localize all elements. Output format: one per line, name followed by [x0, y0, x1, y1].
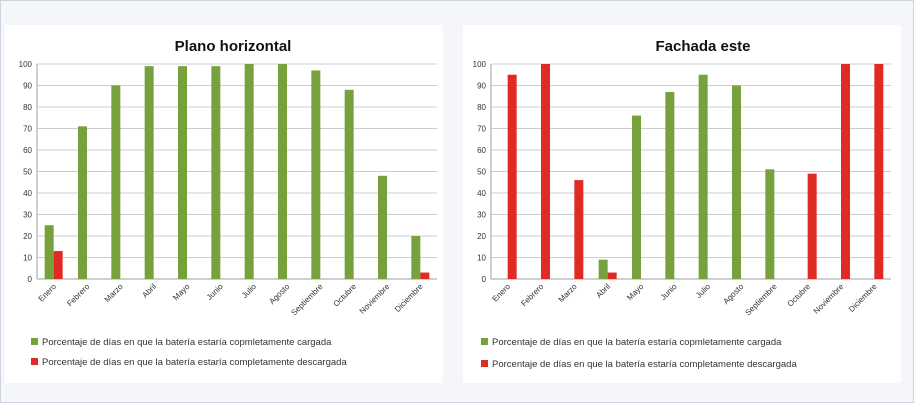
x-tick-label: Enero	[491, 282, 513, 304]
y-tick-label: 30	[23, 211, 32, 220]
y-tick-label: 0	[482, 275, 487, 284]
x-tick-label: Noviembre	[358, 282, 392, 316]
bar-cargada-febrero	[78, 126, 87, 279]
x-tick-label: Agosto	[721, 282, 745, 306]
chart-panel-plano-horizontal: Plano horizontal 0 10 20 30 40 50 60 70 80 90 100 En…	[5, 25, 443, 383]
y-tick-label: 50	[23, 168, 32, 177]
bar-descargada-diciembre	[874, 64, 884, 279]
x-tick-label: Diciembre	[847, 282, 879, 314]
x-tick-label: Septiembre	[743, 282, 779, 318]
x-tick-label: Mayo	[625, 282, 646, 303]
bar-descargada-abril	[607, 272, 617, 279]
bar-cargada-julio	[698, 74, 708, 279]
y-tick-label: 10	[477, 254, 486, 263]
bar-descargada-enero	[507, 74, 517, 279]
x-tick-label: Septiembre	[289, 282, 325, 318]
bar-descargada-febrero	[541, 64, 550, 279]
y-tick-label: 20	[477, 232, 486, 241]
x-tick-label: Octubre	[332, 282, 359, 309]
bar-cargada-septiembre	[765, 169, 775, 279]
y-tick-label: 10	[23, 254, 32, 263]
chart-title: Plano horizontal	[175, 38, 292, 55]
bar-cargada-noviembre	[378, 175, 387, 279]
bar-cargada-agosto	[732, 85, 741, 279]
bar-descargada-octubre	[807, 173, 817, 279]
legend-swatch-cargada	[31, 338, 38, 345]
x-tick-label: Julio	[694, 282, 712, 300]
x-tick-label: Diciembre	[393, 282, 425, 314]
y-tick-label: 40	[477, 189, 486, 198]
x-tick-label: Julio	[240, 282, 258, 300]
legend-label: Porcentaje de días en que la batería est…	[492, 337, 782, 348]
x-tick-label: Marzo	[557, 282, 579, 304]
legend-label: Porcentaje de días en que la batería est…	[42, 357, 347, 368]
y-tick-label: 90	[477, 82, 486, 91]
chart-title: Fachada este	[655, 38, 750, 55]
bar-cargada-mayo	[632, 115, 641, 279]
x-tick-label: Octubre	[786, 282, 813, 309]
bar-cargada-enero	[44, 225, 54, 279]
y-tick-label: 100	[473, 60, 487, 69]
bar-cargada-agosto	[278, 64, 287, 279]
y-tick-label: 50	[477, 168, 486, 177]
y-tick-label: 20	[23, 232, 32, 241]
x-tick-label: Junio	[205, 282, 225, 302]
bar-cargada-abril	[144, 66, 154, 280]
y-tick-label: 100	[19, 60, 33, 69]
bar-descargada-marzo	[574, 180, 584, 279]
x-tick-label: Junio	[659, 282, 679, 302]
bar-cargada-abril	[598, 259, 608, 279]
bar-cargada-octubre	[344, 89, 354, 279]
x-tick-label: Febrero	[519, 282, 546, 309]
bar-cargada-julio	[244, 64, 254, 279]
bar-descargada-diciembre	[420, 272, 430, 279]
legend-label: Porcentaje de días en que la batería est…	[42, 337, 332, 348]
x-tick-label: Mayo	[171, 282, 192, 303]
bar-cargada-mayo	[178, 66, 187, 280]
legend-swatch-descargada	[481, 360, 488, 367]
bar-cargada-diciembre	[411, 236, 421, 279]
legend-swatch-cargada	[481, 338, 488, 345]
y-tick-label: 40	[23, 189, 32, 198]
x-tick-label: Abril	[140, 282, 158, 300]
x-tick-label: Abril	[594, 282, 612, 300]
chart-panel-fachada-este: Fachada este 0 10 20 30 40 50 60 70 80 90 100 Enero F…	[463, 25, 901, 383]
bar-cargada-septiembre	[311, 70, 321, 279]
legend-label: Porcentaje de días en que la batería est…	[492, 359, 797, 370]
bar-descargada-enero	[53, 251, 63, 279]
x-tick-label: Agosto	[267, 282, 291, 306]
y-tick-label: 80	[23, 103, 32, 112]
x-tick-label: Marzo	[103, 282, 125, 304]
bar-cargada-junio	[211, 66, 221, 280]
y-tick-label: 80	[477, 103, 486, 112]
y-tick-label: 90	[23, 82, 32, 91]
chart-fachada-este: Fachada este 0 10 20 30 40 50 60 70 80 90 100 Enero F…	[473, 38, 891, 370]
bar-cargada-marzo	[111, 85, 121, 279]
bar-descargada-noviembre	[841, 64, 850, 279]
y-tick-label: 60	[477, 146, 486, 155]
y-tick-label: 30	[477, 211, 486, 220]
y-tick-label: 70	[477, 125, 486, 134]
x-tick-label: Noviembre	[812, 282, 846, 316]
y-tick-label: 0	[28, 275, 33, 284]
legend-swatch-descargada	[31, 358, 38, 365]
y-tick-label: 70	[23, 125, 32, 134]
chart-plano-horizontal: Plano horizontal 0 10 20 30 40 50 60 70 80 90 100 En…	[19, 38, 437, 368]
x-tick-label: Febrero	[65, 282, 92, 309]
bar-cargada-junio	[665, 91, 675, 279]
y-tick-label: 60	[23, 146, 32, 155]
x-tick-label: Enero	[37, 282, 59, 304]
